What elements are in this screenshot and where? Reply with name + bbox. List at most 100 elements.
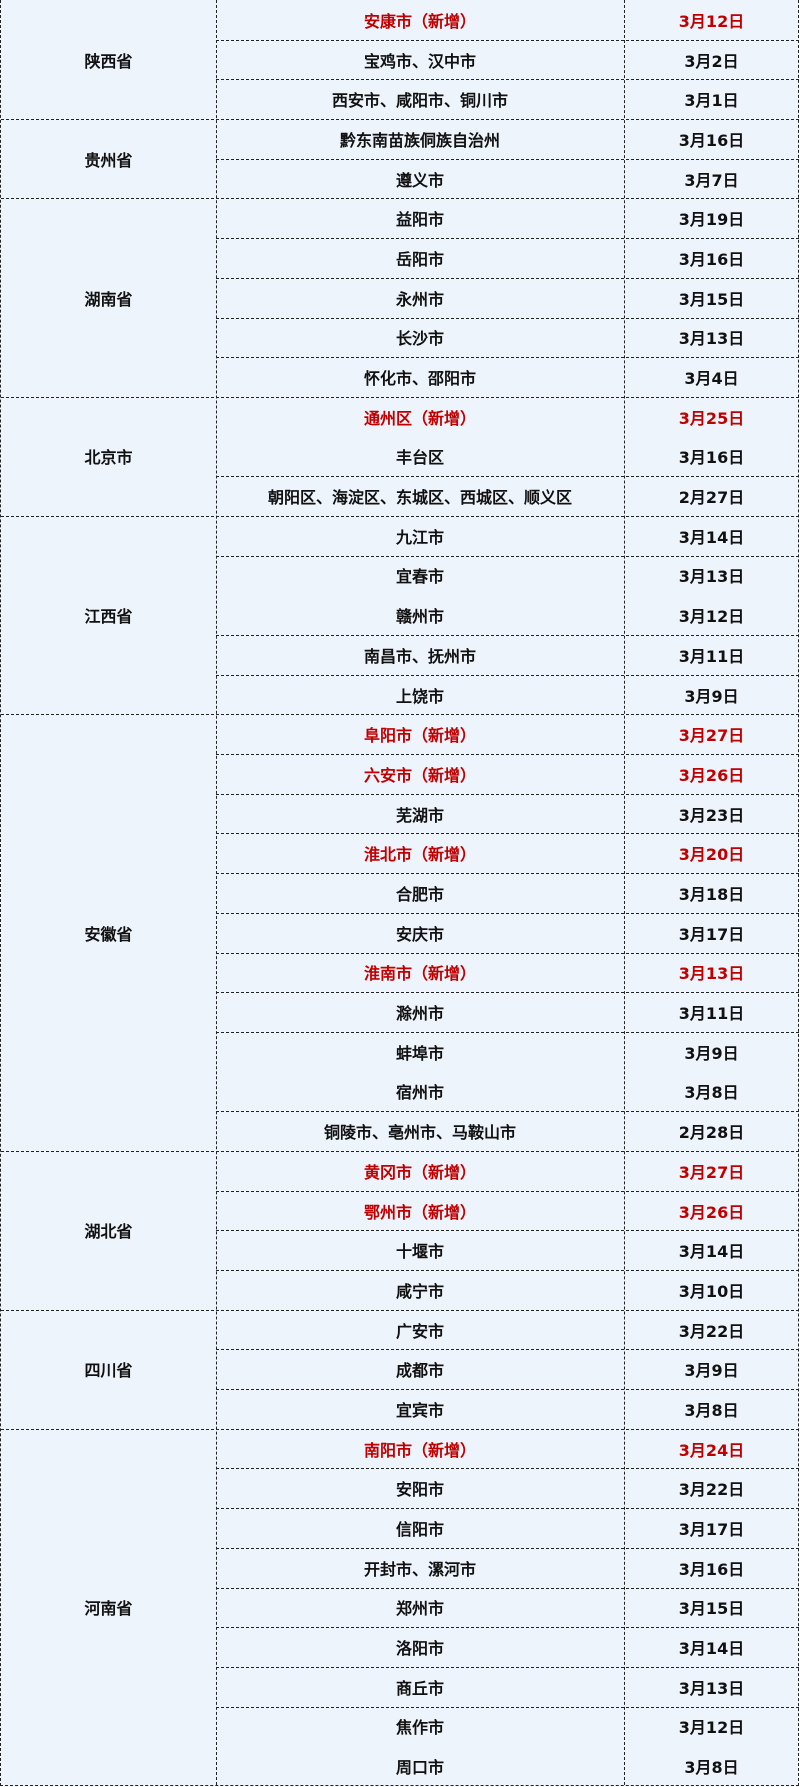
province-cell: 四川省 — [84, 1361, 133, 1381]
date-cell: 3月4日 — [684, 369, 739, 389]
row-divider — [216, 1706, 799, 1708]
area-cell: 宜宾市 — [395, 1400, 444, 1420]
province-cell: 安徽省 — [84, 924, 133, 944]
area-cell: 滁州市 — [395, 1004, 444, 1024]
date-cell: 3月20日 — [678, 845, 745, 865]
date-cell: 3月9日 — [684, 1361, 739, 1381]
area-cell: 合肥市 — [395, 884, 444, 904]
date-cell: 3月8日 — [684, 1083, 739, 1103]
area-cell: 岳阳市 — [395, 249, 444, 269]
province-cell: 湖南省 — [84, 289, 133, 309]
area-cell: 蚌埠市 — [395, 1043, 444, 1063]
row-divider — [216, 1230, 799, 1232]
area-cell: 通州区（新增） — [363, 408, 476, 428]
row-divider — [216, 277, 799, 279]
row-divider — [216, 1349, 799, 1351]
date-cell: 3月19日 — [678, 210, 745, 230]
area-cell: 十堰市 — [395, 1242, 444, 1262]
area-cell: 西安市、咸阳市、铜川市 — [331, 91, 508, 111]
date-cell: 3月12日 — [678, 11, 745, 31]
area-cell: 铜陵市、亳州市、马鞍山市 — [323, 1123, 516, 1143]
date-cell: 3月8日 — [684, 1758, 739, 1778]
area-cell: 丰台区 — [395, 448, 444, 468]
area-cell: 益阳市 — [395, 210, 444, 230]
area-cell: 黄冈市（新增） — [363, 1162, 476, 1182]
row-divider — [216, 1031, 799, 1033]
group-divider — [1, 1428, 799, 1430]
area-cell: 遵义市 — [395, 170, 444, 190]
row-divider — [216, 555, 799, 557]
row-divider — [216, 39, 799, 41]
date-cell: 3月9日 — [684, 686, 739, 706]
area-cell: 宿州市 — [395, 1083, 444, 1103]
date-cell: 3月15日 — [678, 1599, 745, 1619]
date-cell: 3月13日 — [678, 329, 745, 349]
date-cell: 3月12日 — [678, 607, 745, 627]
area-cell: 鄂州市（新增） — [363, 1202, 476, 1222]
row-divider — [216, 952, 799, 954]
row-divider — [216, 1508, 799, 1510]
row-divider — [216, 912, 799, 914]
date-cell: 3月12日 — [678, 1718, 745, 1738]
row-divider — [216, 317, 799, 319]
date-cell: 3月26日 — [678, 1202, 745, 1222]
date-cell: 3月8日 — [684, 1400, 739, 1420]
row-divider — [216, 873, 799, 875]
group-divider — [1, 119, 799, 121]
date-cell: 3月14日 — [678, 1639, 745, 1659]
date-cell: 3月18日 — [678, 884, 745, 904]
area-cell: 南昌市、抚州市 — [363, 646, 476, 666]
date-cell: 3月27日 — [678, 726, 745, 746]
group-divider — [1, 198, 799, 200]
date-cell: 3月14日 — [678, 527, 745, 547]
row-divider — [216, 1389, 799, 1391]
group-divider — [1, 515, 799, 517]
province-cell: 江西省 — [84, 607, 133, 627]
date-cell: 3月10日 — [678, 1281, 745, 1301]
area-cell: 宝鸡市、汉中市 — [363, 51, 476, 71]
date-cell: 3月2日 — [684, 51, 739, 71]
date-cell: 3月17日 — [678, 924, 745, 944]
date-cell: 3月1日 — [684, 91, 739, 111]
area-cell: 安庆市 — [395, 924, 444, 944]
area-cell: 开封市、漯河市 — [363, 1559, 476, 1579]
date-cell: 3月22日 — [678, 1480, 745, 1500]
date-cell: 3月14日 — [678, 1242, 745, 1262]
province-cell: 河南省 — [84, 1599, 133, 1619]
group-divider — [1, 396, 799, 398]
area-cell: 信阳市 — [395, 1520, 444, 1540]
date-cell: 2月27日 — [678, 488, 745, 508]
row-divider — [216, 793, 799, 795]
row-divider — [216, 1190, 799, 1192]
date-cell: 3月11日 — [678, 1004, 745, 1024]
date-cell: 3月7日 — [684, 170, 739, 190]
row-divider — [216, 1587, 799, 1589]
date-cell: 3月25日 — [678, 408, 745, 428]
area-cell: 朝阳区、海淀区、东城区、西城区、顺义区 — [267, 488, 572, 508]
date-cell: 3月27日 — [678, 1162, 745, 1182]
row-divider — [216, 1468, 799, 1470]
area-cell: 怀化市、邵阳市 — [363, 369, 476, 389]
area-cell: 咸宁市 — [395, 1281, 444, 1301]
area-cell: 淮北市（新增） — [363, 845, 476, 865]
row-divider — [216, 158, 799, 160]
date-cell: 3月16日 — [678, 249, 745, 269]
date-cell: 3月13日 — [678, 567, 745, 587]
area-cell: 成都市 — [395, 1361, 444, 1381]
date-cell: 3月9日 — [684, 1043, 739, 1063]
row-divider — [216, 833, 799, 835]
province-cell: 陕西省 — [84, 51, 133, 71]
area-cell: 长沙市 — [395, 329, 444, 349]
area-cell: 九江市 — [395, 527, 444, 547]
area-cell: 商丘市 — [395, 1678, 444, 1698]
area-cell: 赣州市 — [395, 607, 444, 627]
area-cell: 郑州市 — [395, 1599, 444, 1619]
area-cell: 芜湖市 — [395, 805, 444, 825]
area-cell: 南阳市（新增） — [363, 1440, 476, 1460]
date-cell: 3月16日 — [678, 448, 745, 468]
date-cell: 3月13日 — [678, 1678, 745, 1698]
date-cell: 3月16日 — [678, 130, 745, 150]
date-cell: 3月26日 — [678, 765, 745, 785]
area-cell: 淮南市（新增） — [363, 964, 476, 984]
date-cell: 3月17日 — [678, 1520, 745, 1540]
